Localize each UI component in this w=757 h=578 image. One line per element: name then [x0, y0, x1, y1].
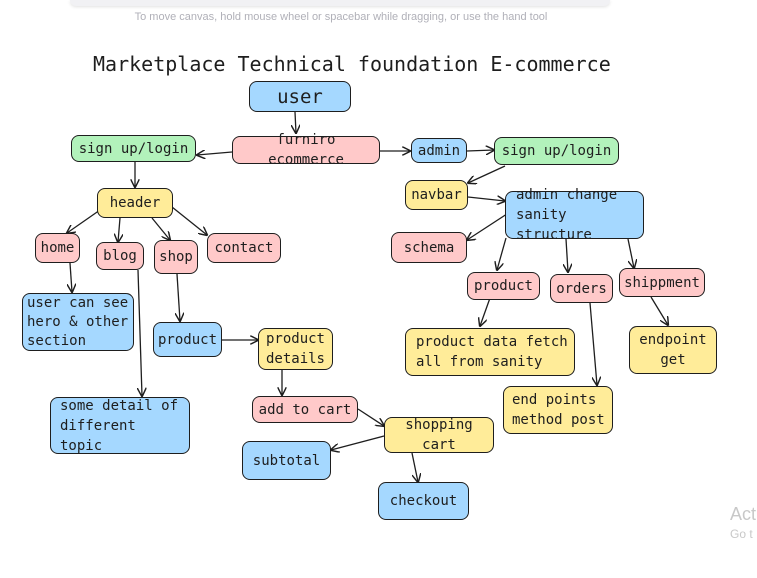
- node-blog[interactable]: blog: [96, 242, 144, 270]
- node-schema[interactable]: schema: [391, 232, 467, 263]
- node-endpoint-get[interactable]: endpoint get: [629, 326, 717, 374]
- node-user[interactable]: user: [249, 81, 351, 112]
- arrow-adminchange-orders: [566, 238, 568, 272]
- arrow-product-fetch: [480, 297, 491, 326]
- node-home[interactable]: home: [35, 233, 80, 263]
- arrow-navbar-adminchange: [467, 197, 505, 201]
- arrow-shoppingcart-checkout: [411, 452, 418, 482]
- node-product-shop[interactable]: product: [153, 322, 222, 357]
- arrow-shop-product: [177, 273, 180, 321]
- node-some-detail[interactable]: some detail of different topic: [50, 397, 190, 454]
- diagram-title: Marketplace Technical foundation E-comme…: [93, 52, 611, 76]
- arrow-addtocart-shoppingcart: [357, 408, 384, 426]
- node-navbar[interactable]: navbar: [405, 180, 468, 210]
- node-shop[interactable]: shop: [154, 240, 198, 274]
- node-header[interactable]: header: [97, 188, 173, 218]
- node-end-points-post[interactable]: end points method post: [503, 386, 613, 434]
- arrow-header-blog: [118, 217, 120, 242]
- node-signup-user[interactable]: sign up/login: [71, 135, 196, 162]
- node-furniro-ecommerce[interactable]: furniro ecommerce: [232, 132, 380, 168]
- arrow-shippment-endpoint: [650, 296, 668, 325]
- watermark-line-2: Go t: [730, 527, 753, 541]
- node-contact[interactable]: contact: [207, 233, 281, 263]
- arrow-signup-navbar: [468, 165, 506, 183]
- top-toolbar-edge: [70, 0, 610, 6]
- arrow-shoppingcart-subtotal: [331, 435, 385, 450]
- arrow-user-furniro: [295, 111, 296, 133]
- arrow-adminchange-shippment: [627, 238, 634, 268]
- node-signup-admin[interactable]: sign up/login: [494, 137, 619, 165]
- node-product-data-fetch[interactable]: product data fetch all from sanity: [405, 328, 575, 376]
- arrow-blog-detail: [138, 269, 142, 396]
- node-add-to-cart[interactable]: add to cart: [252, 396, 358, 423]
- node-user-can-see[interactable]: user can see hero & other section: [22, 293, 134, 351]
- node-admin-change[interactable]: admin change sanity structure: [505, 187, 644, 243]
- arrow-furniro-signup: [197, 152, 233, 155]
- arrow-header-shop: [151, 217, 170, 240]
- node-subtotal[interactable]: subtotal: [242, 441, 331, 480]
- arrow-header-contact: [171, 206, 207, 235]
- activation-watermark: Act Go t: [730, 504, 756, 541]
- node-orders[interactable]: orders: [550, 274, 613, 303]
- arrow-admin-signup: [466, 150, 494, 151]
- node-product-details[interactable]: product details: [258, 328, 333, 370]
- watermark-line-1: Act: [730, 504, 757, 524]
- arrow-header-home: [67, 209, 101, 233]
- arrow-home-usercansee: [70, 262, 72, 292]
- node-shopping-cart[interactable]: shopping cart: [384, 417, 494, 453]
- node-checkout[interactable]: checkout: [378, 482, 469, 520]
- arrow-orders-endpoints: [589, 302, 597, 385]
- node-product-admin[interactable]: product: [467, 272, 540, 300]
- arrow-adminchange-schema: [467, 211, 511, 240]
- arrow-adminchange-product: [497, 237, 507, 270]
- node-shippment[interactable]: shippment: [619, 268, 705, 297]
- node-admin[interactable]: admin: [411, 138, 467, 163]
- canvas-hint: To move canvas, hold mouse wheel or spac…: [134, 11, 548, 23]
